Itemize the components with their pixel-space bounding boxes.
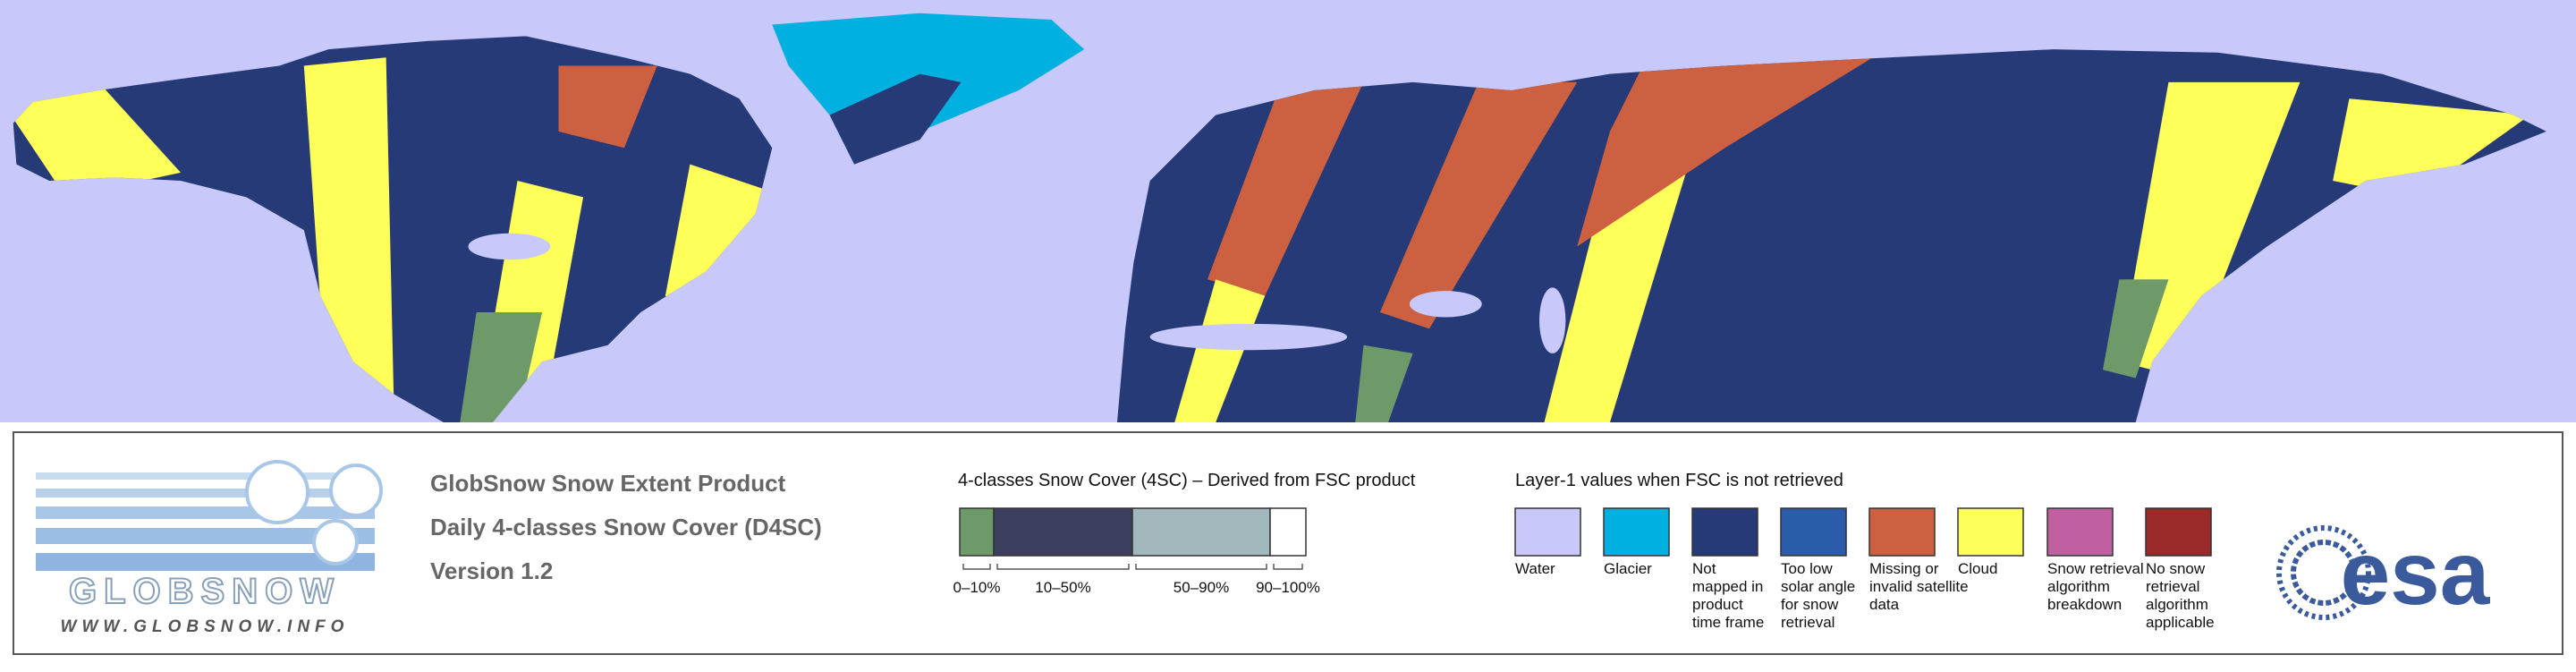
layer1-label: Too low	[1781, 560, 1833, 577]
class-swatch	[1269, 507, 1307, 557]
layer1-label: Water	[1515, 560, 1555, 577]
class-swatch	[959, 507, 995, 557]
layer1-label: Snow retrieval	[2047, 560, 2144, 577]
layer1-label: time frame	[1692, 614, 1764, 631]
layer1-swatch	[2046, 507, 2114, 557]
layer1-label: Cloud	[1958, 560, 1997, 577]
product-title: GlobSnow Snow Extent Product	[430, 470, 786, 497]
layer1-label: Not	[1692, 560, 1716, 577]
layer1-label: Missing or	[1869, 560, 1939, 577]
class-label: 90–100%	[1256, 579, 1320, 596]
mediterranean	[1149, 323, 1348, 351]
snow-map	[0, 0, 2576, 423]
layer1-label: algorithm	[2047, 578, 2110, 595]
legend-layer1-title: Layer-1 values when FSC is not retrieved	[1515, 471, 1843, 490]
class-bracket	[996, 564, 1130, 570]
layer1-swatch	[1603, 507, 1670, 557]
layer1-swatch	[1957, 507, 2024, 557]
layer1-swatch	[2145, 507, 2212, 557]
layer1-swatch	[1514, 507, 1581, 557]
product-subtitle: Daily 4-classes Snow Cover (D4SC)	[430, 514, 822, 540]
class-bracket	[962, 564, 991, 570]
layer1-label: for snow	[1781, 596, 1839, 613]
layer1-label: data	[1869, 596, 1900, 613]
legend-4sc-title: 4-classes Snow Cover (4SC) – Derived fro…	[958, 471, 1416, 490]
class-bracket	[1135, 564, 1267, 570]
class-bracket	[1273, 564, 1303, 570]
layer1-label: algorithm	[2146, 596, 2208, 613]
layer1-label: applicable	[2146, 614, 2215, 631]
class-swatch	[993, 507, 1133, 557]
layer1-label: product	[1692, 596, 1743, 613]
layer1-swatch	[1780, 507, 1847, 557]
layer1-label: invalid satellite	[1869, 578, 1969, 595]
layer1-label: No snow	[2146, 560, 2206, 577]
class-label: 50–90%	[1174, 579, 1229, 596]
layer1-label: Glacier	[1604, 560, 1652, 577]
layer1-label: mapped in	[1692, 578, 1763, 595]
globsnow-logo: GLOBSNOW WWW.GLOBSNOW.INFO	[36, 460, 383, 636]
logo-url: WWW.GLOBSNOW.INFO	[61, 617, 350, 636]
layer1-label: solar angle	[1781, 578, 1855, 595]
layer1-swatch	[1691, 507, 1758, 557]
layer1-label: retrieval	[2146, 578, 2199, 595]
esa-logo: esa	[2276, 523, 2491, 624]
logo-name: GLOBSNOW	[69, 572, 341, 611]
great-lakes	[468, 233, 551, 260]
esa-text: esa	[2341, 523, 2491, 624]
layer1-label: breakdown	[2047, 596, 2122, 613]
product-version: Version 1.2	[430, 557, 553, 584]
layer1-swatch	[1868, 507, 1936, 557]
caspian-sea	[1538, 287, 1566, 353]
class-label: 0–10%	[953, 579, 1001, 596]
class-swatch	[1131, 507, 1271, 557]
legend-4sc: 0–10% 10–50% 50–90% 90–100%	[953, 507, 1320, 596]
layer1-label: retrieval	[1781, 614, 1835, 631]
black-sea	[1409, 291, 1482, 318]
class-label: 10–50%	[1035, 579, 1090, 596]
